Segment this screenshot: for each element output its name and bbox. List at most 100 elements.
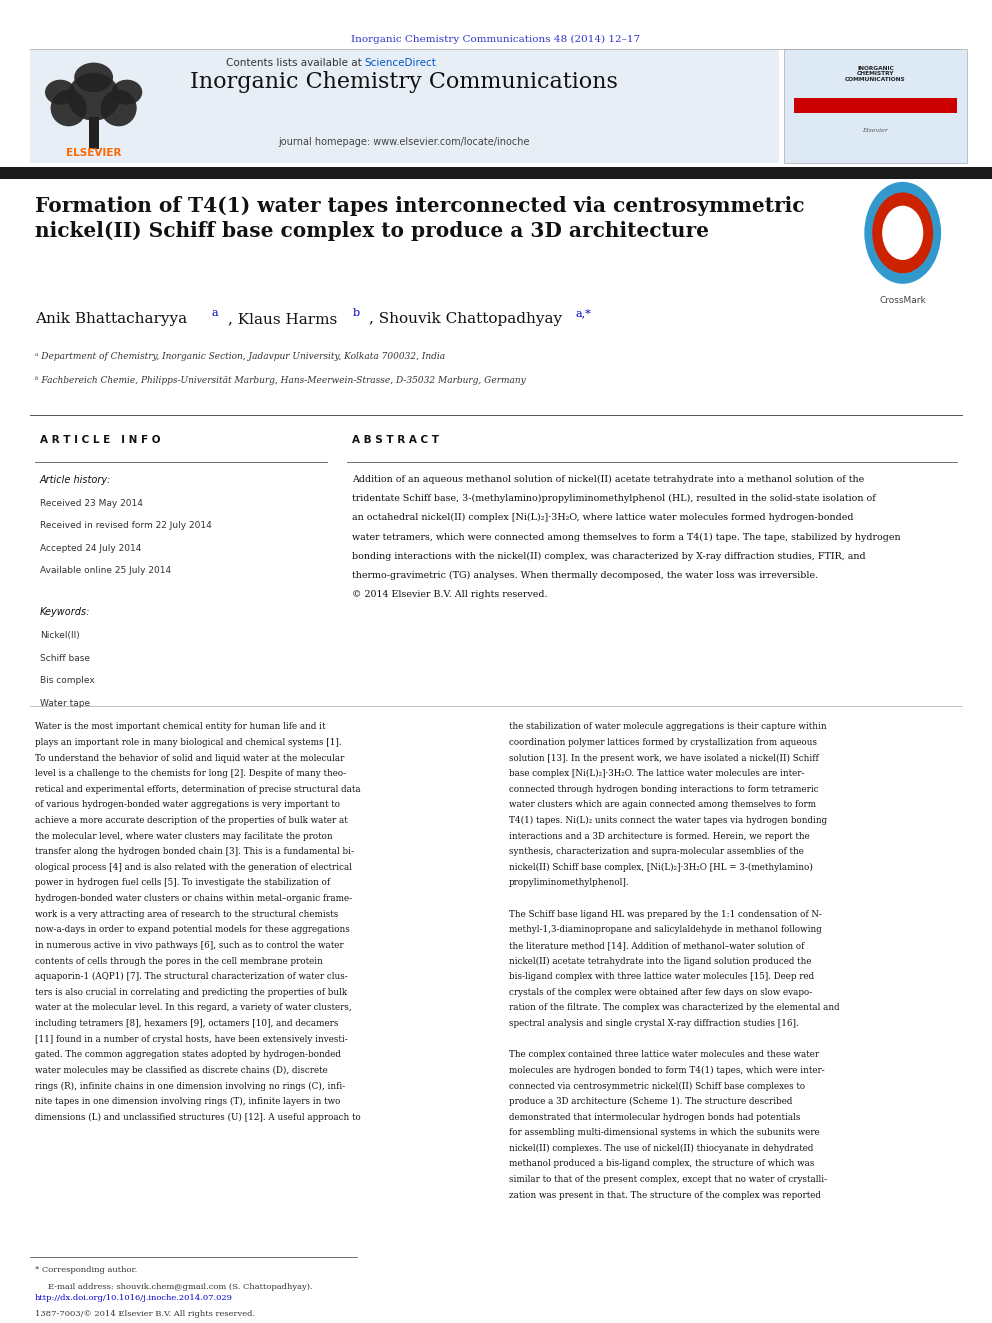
Text: including tetramers [8], hexamers [9], octamers [10], and decamers: including tetramers [8], hexamers [9], o…	[35, 1019, 338, 1028]
Text: molecules are hydrogen bonded to form T4(1) tapes, which were inter-: molecules are hydrogen bonded to form T4…	[509, 1066, 824, 1074]
Text: in numerous active in vivo pathways [6], such as to control the water: in numerous active in vivo pathways [6],…	[35, 941, 343, 950]
Text: ScienceDirect: ScienceDirect	[365, 58, 436, 69]
Text: transfer along the hydrogen bonded chain [3]. This is a fundamental bi-: transfer along the hydrogen bonded chain…	[35, 847, 354, 856]
Text: Elsevier: Elsevier	[862, 128, 889, 134]
Text: The Schiff base ligand HL was prepared by the 1:1 condensation of N-: The Schiff base ligand HL was prepared b…	[509, 910, 822, 918]
Text: water clusters which are again connected among themselves to form: water clusters which are again connected…	[509, 800, 816, 810]
Text: Water tape: Water tape	[40, 699, 90, 708]
Text: water at the molecular level. In this regard, a variety of water clusters,: water at the molecular level. In this re…	[35, 1003, 351, 1012]
Text: coordination polymer lattices formed by crystallization from aqueous: coordination polymer lattices formed by …	[509, 738, 816, 747]
Text: nickel(II) Schiff base complex, [Ni(L)₂]·3H₂O [HL = 3-(methylamino): nickel(II) Schiff base complex, [Ni(L)₂]…	[509, 863, 812, 872]
Text: Available online 25 July 2014: Available online 25 July 2014	[40, 566, 171, 576]
Text: E-mail address: shouvik.chem@gmail.com (S. Chattopadhyay).: E-mail address: shouvik.chem@gmail.com (…	[48, 1283, 312, 1291]
Text: methyl-1,3-diaminopropane and salicylaldehyde in methanol following: methyl-1,3-diaminopropane and salicylald…	[509, 925, 821, 934]
Text: level is a challenge to the chemists for long [2]. Despite of many theo-: level is a challenge to the chemists for…	[35, 769, 346, 778]
Text: Bis complex: Bis complex	[40, 676, 94, 685]
Text: Nickel(II): Nickel(II)	[40, 631, 79, 640]
Text: for assembling multi-dimensional systems in which the subunits were: for assembling multi-dimensional systems…	[509, 1129, 819, 1138]
Text: A B S T R A C T: A B S T R A C T	[352, 435, 439, 446]
Text: ters is also crucial in correlating and predicting the properties of bulk: ters is also crucial in correlating and …	[35, 988, 347, 996]
Text: bonding interactions with the nickel(II) complex, was characterized by X-ray dif: bonding interactions with the nickel(II)…	[352, 552, 866, 561]
Text: now-a-days in order to expand potential models for these aggregations: now-a-days in order to expand potential …	[35, 925, 349, 934]
Text: Formation of T4(1) water tapes interconnected via centrosymmetric
nickel(II) Sch: Formation of T4(1) water tapes interconn…	[35, 196, 805, 241]
Text: contents of cells through the pores in the cell membrane protein: contents of cells through the pores in t…	[35, 957, 322, 966]
Text: Received 23 May 2014: Received 23 May 2014	[40, 499, 143, 508]
Text: , Klaus Harms: , Klaus Harms	[228, 312, 342, 327]
Text: propyliminomethylphenol].: propyliminomethylphenol].	[509, 878, 630, 888]
Text: aquaporin-1 (AQP1) [7]. The structural characterization of water clus-: aquaporin-1 (AQP1) [7]. The structural c…	[35, 972, 347, 982]
Text: tridentate Schiff base, 3-(methylamino)propyliminomethylphenol (HL), resulted in: tridentate Schiff base, 3-(methylamino)p…	[352, 495, 876, 503]
Text: solution [13]. In the present work, we have isolated a nickel(II) Schiff: solution [13]. In the present work, we h…	[509, 754, 818, 762]
Text: dimensions (L) and unclassified structures (U) [12]. A useful approach to: dimensions (L) and unclassified structur…	[35, 1113, 360, 1122]
Text: base complex [Ni(L)₂]·3H₂O. The lattice water molecules are inter-: base complex [Ni(L)₂]·3H₂O. The lattice …	[509, 769, 805, 778]
Text: journal homepage: www.elsevier.com/locate/inoche: journal homepage: www.elsevier.com/locat…	[279, 136, 530, 147]
Text: Keywords:: Keywords:	[40, 607, 90, 618]
Text: synthesis, characterization and supra-molecular assemblies of the: synthesis, characterization and supra-mo…	[509, 847, 804, 856]
Text: hydrogen-bonded water clusters or chains within metal–organic frame-: hydrogen-bonded water clusters or chains…	[35, 894, 352, 904]
Text: T4(1) tapes. Ni(L)₂ units connect the water tapes via hydrogen bonding: T4(1) tapes. Ni(L)₂ units connect the wa…	[509, 816, 827, 826]
Text: work is a very attracting area of research to the structural chemists: work is a very attracting area of resear…	[35, 910, 338, 918]
Text: gated. The common aggregation states adopted by hydrogen-bonded: gated. The common aggregation states ado…	[35, 1050, 340, 1060]
Text: water molecules may be classified as discrete chains (D), discrete: water molecules may be classified as dis…	[35, 1066, 327, 1074]
Text: methanol produced a bis-ligand complex, the structure of which was: methanol produced a bis-ligand complex, …	[509, 1159, 814, 1168]
Text: connected via centrosymmetric nickel(II) Schiff base complexes to: connected via centrosymmetric nickel(II)…	[509, 1081, 806, 1090]
Text: http://dx.doi.org/10.1016/j.inoche.2014.07.029: http://dx.doi.org/10.1016/j.inoche.2014.…	[35, 1294, 233, 1302]
Text: of various hydrogen-bonded water aggregations is very important to: of various hydrogen-bonded water aggrega…	[35, 800, 339, 810]
Text: To understand the behavior of solid and liquid water at the molecular: To understand the behavior of solid and …	[35, 754, 344, 762]
Text: b: b	[353, 308, 360, 319]
Text: power in hydrogen fuel cells [5]. To investigate the stabilization of: power in hydrogen fuel cells [5]. To inv…	[35, 878, 330, 888]
Text: plays an important role in many biological and chemical systems [1].: plays an important role in many biologic…	[35, 738, 341, 747]
Text: 1387-7003/© 2014 Elsevier B.V. All rights reserved.: 1387-7003/© 2014 Elsevier B.V. All right…	[35, 1310, 255, 1318]
Bar	[784, 49, 967, 163]
Text: Contents lists available at: Contents lists available at	[225, 58, 365, 69]
Text: Received in revised form 22 July 2014: Received in revised form 22 July 2014	[40, 521, 211, 531]
Text: achieve a more accurate description of the properties of bulk water at: achieve a more accurate description of t…	[35, 816, 347, 826]
Bar	[0, 167, 992, 179]
Bar	[30, 49, 779, 163]
Text: thermo-gravimetric (TG) analyses. When thermally decomposed, the water loss was : thermo-gravimetric (TG) analyses. When t…	[352, 572, 818, 579]
Circle shape	[865, 183, 940, 283]
Text: INORGANIC
CHEMISTRY
COMMUNICATIONS: INORGANIC CHEMISTRY COMMUNICATIONS	[845, 66, 906, 82]
Text: retical and experimental efforts, determination of precise structural data: retical and experimental efforts, determ…	[35, 785, 360, 794]
Text: nite tapes in one dimension involving rings (T), infinite layers in two: nite tapes in one dimension involving ri…	[35, 1097, 340, 1106]
Text: a: a	[211, 308, 218, 319]
Text: Article history:: Article history:	[40, 475, 111, 486]
Circle shape	[873, 193, 932, 273]
Text: similar to that of the present complex, except that no water of crystalli-: similar to that of the present complex, …	[509, 1175, 827, 1184]
Text: the stabilization of water molecule aggregations is their capture within: the stabilization of water molecule aggr…	[509, 722, 826, 732]
Text: Anik Bhattacharyya: Anik Bhattacharyya	[35, 312, 191, 327]
Bar	[794, 98, 957, 112]
Text: an octahedral nickel(II) complex [Ni(L)₂]·3H₂O, where lattice water molecules fo: an octahedral nickel(II) complex [Ni(L)₂…	[352, 513, 854, 523]
Text: spectral analysis and single crystal X-ray diffraction studies [16].: spectral analysis and single crystal X-r…	[509, 1019, 799, 1028]
Text: the molecular level, where water clusters may facilitate the proton: the molecular level, where water cluster…	[35, 832, 332, 840]
Text: * Corresponding author.: * Corresponding author.	[35, 1266, 137, 1274]
Text: connected through hydrogen bonding interactions to form tetrameric: connected through hydrogen bonding inter…	[509, 785, 818, 794]
Text: Inorganic Chemistry Communications: Inorganic Chemistry Communications	[190, 71, 618, 93]
Text: nickel(II) acetate tetrahydrate into the ligand solution produced the: nickel(II) acetate tetrahydrate into the…	[509, 957, 811, 966]
Text: produce a 3D architecture (Scheme 1). The structure described: produce a 3D architecture (Scheme 1). Th…	[509, 1097, 793, 1106]
Text: rings (R), infinite chains in one dimension involving no rings (C), infi-: rings (R), infinite chains in one dimens…	[35, 1081, 345, 1090]
Text: [11] found in a number of crystal hosts, have been extensively investi-: [11] found in a number of crystal hosts,…	[35, 1035, 347, 1044]
Text: a,*: a,*	[575, 308, 591, 319]
Text: A R T I C L E   I N F O: A R T I C L E I N F O	[40, 435, 160, 446]
Text: ᵃ Department of Chemistry, Inorganic Section, Jadavpur University, Kolkata 70003: ᵃ Department of Chemistry, Inorganic Sec…	[35, 352, 444, 361]
Text: Accepted 24 July 2014: Accepted 24 July 2014	[40, 544, 141, 553]
Text: ological process [4] and is also related with the generation of electrical: ological process [4] and is also related…	[35, 863, 352, 872]
Text: ration of the filtrate. The complex was characterized by the elemental and: ration of the filtrate. The complex was …	[509, 1003, 839, 1012]
Text: Addition of an aqueous methanol solution of nickel(II) acetate tetrahydrate into: Addition of an aqueous methanol solution…	[352, 475, 864, 484]
Text: , Shouvik Chattopadhyay: , Shouvik Chattopadhyay	[369, 312, 567, 327]
Text: Inorganic Chemistry Communications 48 (2014) 12–17: Inorganic Chemistry Communications 48 (2…	[351, 34, 641, 44]
Text: ᵇ Fachbereich Chemie, Philipps-Universität Marburg, Hans-Meerwein-Strasse, D-350: ᵇ Fachbereich Chemie, Philipps-Universit…	[35, 376, 526, 385]
Text: the literature method [14]. Addition of methanol–water solution of: the literature method [14]. Addition of …	[509, 941, 805, 950]
Text: The complex contained three lattice water molecules and these water: The complex contained three lattice wate…	[509, 1050, 819, 1060]
Text: interactions and a 3D architecture is formed. Herein, we report the: interactions and a 3D architecture is fo…	[509, 832, 809, 840]
Text: © 2014 Elsevier B.V. All rights reserved.: © 2014 Elsevier B.V. All rights reserved…	[352, 590, 548, 599]
Text: demonstrated that intermolecular hydrogen bonds had potentials: demonstrated that intermolecular hydroge…	[509, 1113, 801, 1122]
Text: water tetramers, which were connected among themselves to form a T4(1) tape. The: water tetramers, which were connected am…	[352, 532, 901, 541]
Text: nickel(II) complexes. The use of nickel(II) thiocyanate in dehydrated: nickel(II) complexes. The use of nickel(…	[509, 1144, 813, 1152]
Text: crystals of the complex were obtained after few days on slow evapo-: crystals of the complex were obtained af…	[509, 988, 812, 996]
Text: bis-ligand complex with three lattice water molecules [15]. Deep red: bis-ligand complex with three lattice wa…	[509, 972, 814, 982]
Text: zation was present in that. The structure of the complex was reported: zation was present in that. The structur…	[509, 1191, 820, 1200]
Text: Schiff base: Schiff base	[40, 654, 89, 663]
Text: Water is the most important chemical entity for human life and it: Water is the most important chemical ent…	[35, 722, 325, 732]
